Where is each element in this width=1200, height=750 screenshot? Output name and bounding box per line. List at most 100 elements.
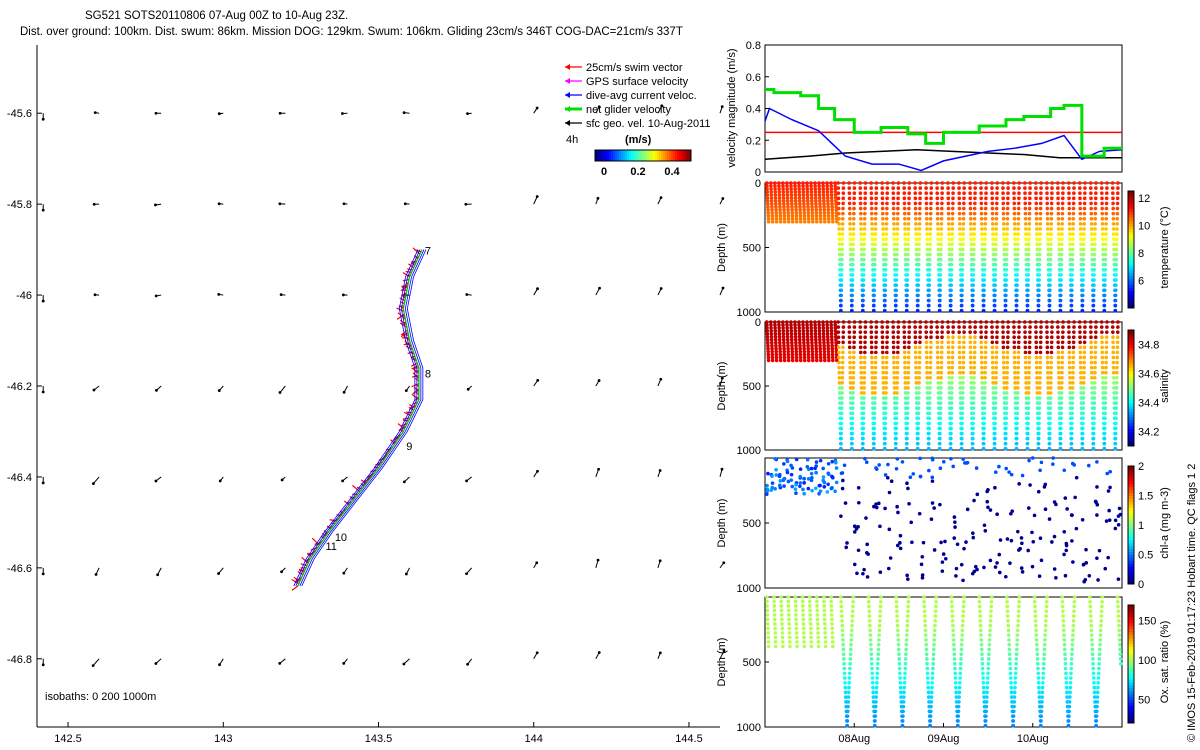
temperature-data-point bbox=[852, 196, 856, 201]
temperature-data-point bbox=[1079, 242, 1083, 247]
oxygen-data-point bbox=[1037, 695, 1042, 699]
temperature-data-point bbox=[992, 303, 997, 308]
chla-data-point bbox=[995, 512, 999, 516]
chla-data-point bbox=[939, 540, 943, 545]
temperature-data-point bbox=[1081, 288, 1085, 293]
legend-entry-label: dive-avg current veloc. bbox=[586, 90, 697, 102]
salinity-data-point bbox=[814, 337, 818, 342]
salinity-data-point bbox=[1113, 431, 1118, 436]
temperature-data-point bbox=[1050, 181, 1054, 185]
oxygen-data-point bbox=[1070, 647, 1074, 652]
salinity-data-point bbox=[805, 337, 810, 342]
salinity-data-point bbox=[826, 355, 831, 360]
temperature-data-point bbox=[1045, 222, 1050, 226]
temperature-data-point bbox=[1090, 242, 1094, 247]
oxygen-data-point bbox=[1062, 642, 1067, 647]
temperature-data-point bbox=[925, 222, 929, 226]
chla-data-point bbox=[1072, 463, 1077, 467]
oxygen-data-point bbox=[850, 619, 855, 623]
salinity-data-point bbox=[1114, 406, 1118, 410]
salinity-data-point bbox=[968, 355, 973, 360]
temperature-data-point bbox=[874, 196, 878, 201]
salinity-data-point bbox=[1039, 320, 1043, 324]
salinity-data-point bbox=[1027, 345, 1032, 350]
oxygen-data-point bbox=[954, 685, 958, 690]
salinity-colorbar-segment bbox=[1128, 434, 1134, 438]
oxygen-data-point bbox=[978, 623, 983, 628]
temperature-data-point bbox=[858, 191, 863, 196]
salinity-data-point bbox=[848, 381, 853, 385]
salinity-colorbar-segment bbox=[1128, 379, 1134, 383]
chla-data-point bbox=[921, 540, 926, 545]
salinity-data-point bbox=[905, 426, 909, 431]
temperature-data-point bbox=[971, 298, 975, 303]
salinity-data-point bbox=[905, 401, 910, 405]
chla-data-point bbox=[1028, 483, 1032, 487]
salinity-data-point bbox=[798, 343, 802, 348]
temperature-data-point bbox=[990, 201, 995, 206]
salinity-colorbar-segment bbox=[1128, 332, 1134, 337]
salinity-data-point bbox=[858, 345, 863, 350]
colorbar-segment bbox=[659, 150, 662, 161]
temperature-data-point bbox=[1048, 268, 1053, 272]
temperature-data-point bbox=[774, 207, 778, 212]
temperature-data-point bbox=[781, 181, 785, 185]
temperature-data-point bbox=[801, 199, 806, 203]
temperature-data-point bbox=[858, 206, 863, 211]
oxygen-data-point bbox=[1067, 704, 1072, 709]
temperature-data-point bbox=[917, 211, 922, 216]
oxygen-data-point bbox=[841, 642, 845, 647]
temperature-data-point bbox=[873, 252, 877, 257]
temperature-data-point bbox=[936, 237, 940, 241]
salinity-data-point bbox=[894, 411, 899, 416]
oxygen-colorbar-tick: 100 bbox=[1138, 655, 1156, 667]
salinity-data-point bbox=[1072, 330, 1076, 334]
oxygen-data-point bbox=[1070, 642, 1075, 647]
salinity-data-point bbox=[869, 330, 874, 334]
temperature-data-point bbox=[1071, 206, 1076, 211]
salinity-data-point bbox=[1111, 360, 1116, 365]
salinity-data-point bbox=[817, 326, 822, 330]
salinity-colorbar-segment bbox=[1128, 364, 1134, 369]
salinity-data-point bbox=[1038, 375, 1042, 380]
current-arrow-head bbox=[217, 572, 220, 575]
temperature-data-point bbox=[1101, 237, 1105, 241]
salinity-data-point bbox=[769, 320, 773, 324]
salinity-data-point bbox=[935, 355, 940, 360]
oxygen-data-point bbox=[899, 695, 903, 699]
chla-colorbar-segment bbox=[1128, 498, 1134, 502]
temperature-data-point bbox=[839, 278, 844, 282]
salinity-data-point bbox=[906, 355, 911, 360]
salinity-data-point bbox=[858, 335, 863, 340]
salinity-data-point bbox=[786, 340, 790, 345]
salinity-data-point bbox=[798, 355, 803, 360]
chla-data-point bbox=[1009, 538, 1014, 543]
oxygen-data-point bbox=[765, 608, 770, 613]
temperature-data-point bbox=[1094, 181, 1098, 185]
salinity-data-point bbox=[951, 335, 955, 340]
oxygen-data-point bbox=[904, 647, 908, 652]
oxygen-data-point bbox=[765, 613, 770, 617]
chla-data-point bbox=[1019, 566, 1024, 570]
salinity-data-point bbox=[1092, 421, 1096, 426]
salinity-data-point bbox=[1017, 320, 1021, 324]
salinity-data-point bbox=[765, 332, 770, 336]
salinity-data-point bbox=[1067, 340, 1071, 345]
salinity-data-point bbox=[765, 326, 769, 330]
chla-colorbar-segment bbox=[1128, 486, 1134, 491]
chla-data-point bbox=[1096, 578, 1100, 582]
salinity-data-point bbox=[793, 332, 798, 336]
oxygen-data-point bbox=[988, 628, 992, 633]
temperature-data-point bbox=[1016, 232, 1020, 236]
chla-colorbar-segment bbox=[1128, 492, 1134, 496]
map-ytick-label: -46.2 bbox=[7, 381, 32, 393]
oxygen-data-point bbox=[1100, 604, 1104, 609]
temperature-data-point bbox=[1047, 298, 1052, 303]
chla-data-point bbox=[1031, 539, 1036, 544]
chla-data-point bbox=[1015, 529, 1020, 534]
oxygen-data-point bbox=[905, 623, 910, 628]
chla-data-point bbox=[1108, 469, 1112, 474]
salinity-data-point bbox=[1100, 365, 1105, 370]
oxygen-data-point bbox=[1044, 614, 1048, 618]
salinity-data-point bbox=[990, 325, 994, 329]
